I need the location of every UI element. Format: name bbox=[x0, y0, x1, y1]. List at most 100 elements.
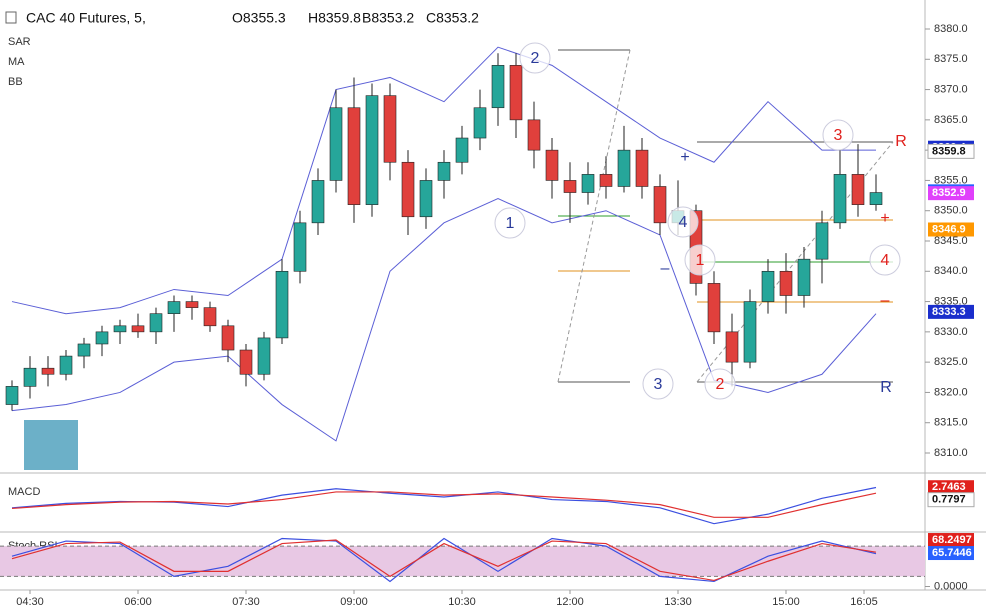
candle-body bbox=[347, 107, 361, 205]
price-tag bbox=[927, 143, 975, 159]
candle-body bbox=[545, 149, 559, 181]
candle-body bbox=[59, 355, 73, 375]
price-tag-label: 0.7797 bbox=[932, 494, 966, 506]
price-tag bbox=[928, 480, 974, 495]
candle-body bbox=[599, 174, 613, 187]
ohlc-high: H8359.8 bbox=[308, 10, 361, 26]
wave-marker bbox=[822, 119, 854, 151]
candle-body bbox=[275, 270, 289, 339]
indicator-line bbox=[11, 491, 877, 518]
x-tick-label: 04:30 bbox=[16, 596, 44, 608]
wave-marker bbox=[519, 42, 551, 74]
y-tick-label: 8315.0 bbox=[934, 417, 968, 429]
price-tag-label: 8359.8 bbox=[932, 145, 966, 157]
indicator-legend[interactable]: MA bbox=[8, 56, 25, 68]
wave-marker bbox=[869, 244, 901, 276]
x-tick-label: 15:00 bbox=[772, 596, 800, 608]
wave-label: R bbox=[880, 379, 892, 396]
wave-label: – bbox=[661, 260, 670, 277]
macd-title[interactable]: MACD bbox=[8, 486, 40, 498]
candle-body bbox=[635, 149, 649, 187]
candle-body bbox=[833, 174, 847, 224]
ohlc-open: O8355.3 bbox=[232, 10, 286, 26]
candle-body bbox=[869, 192, 883, 205]
price-tag bbox=[928, 304, 974, 319]
wave-label: 3 bbox=[834, 127, 843, 144]
candle-body bbox=[401, 161, 415, 218]
y-tick-label: 8320.0 bbox=[934, 386, 968, 398]
candle-body bbox=[77, 343, 91, 357]
wave-label: + bbox=[680, 149, 689, 166]
wave-marker bbox=[667, 206, 699, 238]
wave-label: R bbox=[895, 133, 907, 150]
wave-label: 4 bbox=[881, 252, 890, 269]
wave-label: – bbox=[881, 292, 890, 309]
candle-body bbox=[221, 325, 235, 351]
candle-body bbox=[797, 258, 811, 296]
indicator-legend[interactable]: SAR bbox=[8, 36, 31, 48]
candle-body bbox=[203, 307, 217, 327]
fib-drawings bbox=[557, 49, 894, 383]
y-tick-label: 0.0000 bbox=[934, 580, 968, 592]
candle-body bbox=[617, 149, 631, 187]
candle-body bbox=[23, 367, 37, 387]
wave-marker bbox=[494, 207, 526, 239]
y-tick-label: 8310.0 bbox=[934, 447, 968, 459]
y-tick-label: 8370.0 bbox=[934, 83, 968, 95]
wave-label: + bbox=[880, 210, 889, 227]
candle-body bbox=[779, 270, 793, 296]
wave-label: 1 bbox=[696, 252, 705, 269]
candle-body bbox=[581, 174, 595, 193]
candle-body bbox=[239, 349, 253, 375]
x-tick-label: 06:00 bbox=[124, 596, 152, 608]
candle-body bbox=[329, 107, 343, 181]
y-tick-label: 8335.0 bbox=[934, 295, 968, 307]
price-tag bbox=[927, 492, 975, 508]
candle-body bbox=[473, 107, 487, 139]
candle-body bbox=[743, 301, 757, 363]
y-tick-label: 8340.0 bbox=[934, 265, 968, 277]
price-tag bbox=[928, 546, 974, 561]
y-tick-label: 8345.0 bbox=[934, 235, 968, 247]
indicator-legend[interactable]: BB bbox=[8, 76, 23, 88]
price-tag-label: 8333.3 bbox=[932, 306, 966, 318]
panel-borders bbox=[0, 0, 986, 591]
ohlc-close: C8353.2 bbox=[426, 10, 479, 26]
candle-body bbox=[419, 180, 433, 218]
price-tag bbox=[928, 186, 974, 201]
wave-label: 1 bbox=[506, 215, 515, 232]
candle-body bbox=[527, 119, 541, 151]
candle-body bbox=[707, 283, 721, 333]
candle-body bbox=[365, 95, 379, 205]
indicator-line bbox=[11, 539, 877, 582]
y-tick-label: 8350.0 bbox=[934, 205, 968, 217]
price-tag-label: 2.7463 bbox=[932, 481, 966, 493]
x-tick-label: 12:00 bbox=[556, 596, 584, 608]
candle-body bbox=[311, 180, 325, 224]
candle-body bbox=[185, 301, 199, 308]
price-tag bbox=[928, 222, 974, 237]
wave-label: 2 bbox=[531, 50, 540, 67]
candle-body bbox=[257, 337, 271, 375]
candle-body bbox=[851, 174, 865, 205]
y-tick-label: 8355.0 bbox=[934, 174, 968, 186]
y-tick-label: 8365.0 bbox=[934, 114, 968, 126]
candle-body bbox=[653, 186, 667, 224]
x-tick-label: 16:05 bbox=[850, 596, 878, 608]
candle-body bbox=[815, 222, 829, 260]
wave-label: 3 bbox=[654, 376, 663, 393]
y-tick-label: 8375.0 bbox=[934, 53, 968, 65]
candle-body bbox=[761, 270, 775, 302]
candle-body bbox=[509, 65, 523, 121]
wave-label: 4 bbox=[679, 214, 688, 231]
y-tick-label: 8325.0 bbox=[934, 356, 968, 368]
y-tick-label: 8380.0 bbox=[934, 23, 968, 35]
candle-body bbox=[5, 386, 19, 405]
candle-body bbox=[293, 222, 307, 272]
candle-body bbox=[383, 95, 397, 163]
price-tag-label: 8352.9 bbox=[932, 187, 966, 199]
candle-body bbox=[725, 331, 739, 363]
wave-label: 2 bbox=[716, 376, 725, 393]
collapse-icon bbox=[5, 11, 17, 24]
